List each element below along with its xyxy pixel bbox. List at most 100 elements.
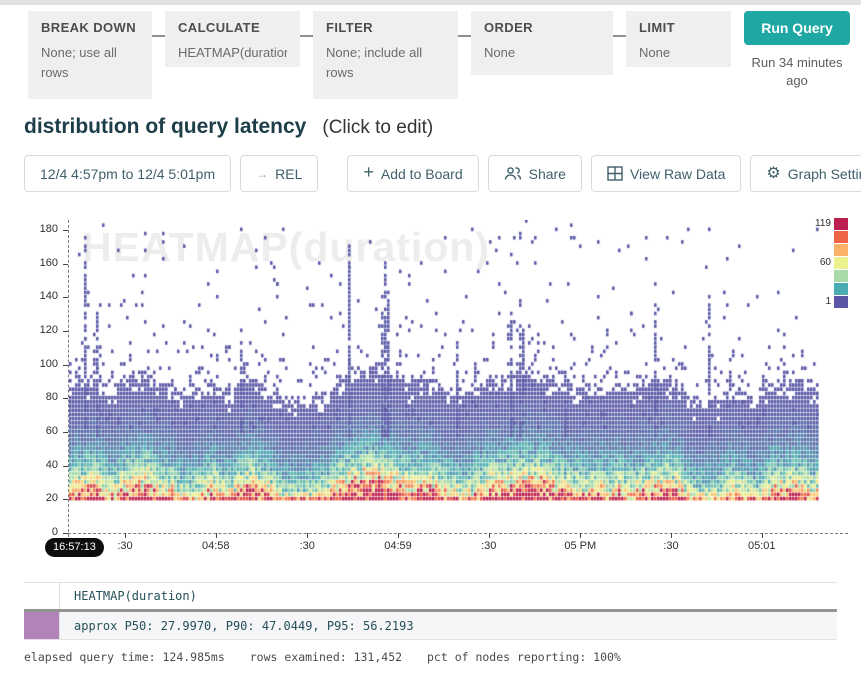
summary-header-swatch-cell xyxy=(24,583,60,609)
x-tick-label: 05 PM xyxy=(564,540,597,552)
summary-header-label: HEATMAP(duration) xyxy=(74,589,197,603)
y-tick-label: 0 xyxy=(51,526,58,538)
share-people-icon xyxy=(504,166,522,181)
toolbar: 12/4 4:57pm to 12/4 5:01pm → REL + Add t… xyxy=(0,139,861,192)
summary-data-row[interactable]: approx P50: 27.9970, P90: 47.0449, P95: … xyxy=(24,612,837,640)
panel-value: None xyxy=(639,45,671,60)
panel-value: None; use all rows xyxy=(41,45,117,81)
top-strip xyxy=(0,0,861,5)
x-tick-mark xyxy=(580,533,582,538)
arrow-right-icon: → xyxy=(256,166,269,181)
panel-connector xyxy=(300,35,313,37)
legend-value-label: 1 xyxy=(825,296,831,307)
y-tick-label: 100 xyxy=(39,357,58,370)
legend-swatch xyxy=(834,218,848,230)
relative-time-button[interactable]: → REL xyxy=(240,155,319,192)
rel-label: REL xyxy=(275,165,303,182)
series-color-swatch xyxy=(24,612,60,639)
y-tick-label: 160 xyxy=(39,256,58,269)
x-tick-label: :30 xyxy=(299,540,315,552)
panel-break-down[interactable]: BREAK DOWN None; use all rows xyxy=(28,11,152,99)
x-tick-mark xyxy=(761,533,763,538)
x-tick-mark xyxy=(215,533,217,538)
legend-swatch xyxy=(834,283,848,295)
summary-percentiles: approx P50: 27.9970, P90: 47.0449, P95: … xyxy=(74,618,414,633)
panel-title: LIMIT xyxy=(639,20,675,35)
panel-calculate[interactable]: CALCULATE HEATMAP(duration xyxy=(165,11,300,67)
y-tick-label: 20 xyxy=(45,492,58,505)
page-title[interactable]: distribution of query latency xyxy=(24,115,307,138)
share-button[interactable]: Share xyxy=(487,155,582,192)
legend-swatch xyxy=(834,270,848,282)
click-to-edit-hint[interactable]: (Click to edit) xyxy=(322,117,434,138)
time-range-label: 12/4 4:57pm to 12/4 5:01pm xyxy=(40,165,216,182)
title-row: distribution of query latency (Click to … xyxy=(0,99,861,139)
heatmap-chart[interactable]: HEATMAP(duration) 0204060801001201401601… xyxy=(24,216,848,568)
summary-divider xyxy=(24,609,837,612)
query-stats-footer: elapsed query time: 124.985ms rows exami… xyxy=(24,650,861,664)
y-tick-mark xyxy=(63,364,68,366)
panel-title: FILTER xyxy=(326,20,373,35)
x-tick-label: :30 xyxy=(481,540,497,552)
panel-title: ORDER xyxy=(484,20,533,35)
y-tick-mark xyxy=(63,331,68,333)
panel-order[interactable]: ORDER None xyxy=(471,11,613,75)
time-range-button[interactable]: 12/4 4:57pm to 12/4 5:01pm xyxy=(24,155,232,192)
x-tick-label: 04:59 xyxy=(384,540,412,552)
legend-swatch xyxy=(834,231,848,243)
graph-settings-button[interactable]: ⚙ Graph Settings xyxy=(750,155,861,192)
panel-value: HEATMAP(duration xyxy=(178,45,287,60)
add-to-board-button[interactable]: + Add to Board xyxy=(347,155,479,192)
heatmap-canvas[interactable] xyxy=(69,220,819,533)
panel-connector xyxy=(152,35,165,37)
y-tick-mark xyxy=(63,465,68,467)
x-tick-label: :30 xyxy=(663,540,679,552)
last-run-label: Run 34 minutes ago xyxy=(751,55,843,88)
y-tick-mark xyxy=(63,297,68,299)
panel-title: CALCULATE xyxy=(178,20,261,35)
x-tick-label: 04:58 xyxy=(201,540,230,552)
add-to-board-label: Add to Board xyxy=(380,165,463,182)
run-query-column: Run Query Run 34 minutes ago xyxy=(742,11,852,89)
panel-filter[interactable]: FILTER None; include all rows xyxy=(313,11,458,99)
x-axis-line xyxy=(68,533,848,534)
y-tick-mark xyxy=(63,432,68,434)
rows-examined-stat: rows examined: 131,452 xyxy=(249,650,403,664)
elapsed-time-stat: elapsed query time: 124.985ms xyxy=(24,650,225,664)
x-tick-mark xyxy=(398,533,399,538)
view-raw-data-label: View Raw Data xyxy=(629,165,726,182)
table-grid-icon xyxy=(607,166,623,181)
y-tick-mark xyxy=(63,263,68,265)
view-raw-data-button[interactable]: View Raw Data xyxy=(590,155,742,192)
y-axis-line xyxy=(68,220,69,537)
summary-table: HEATMAP(duration) approx P50: 27.9970, P… xyxy=(24,582,837,640)
panel-title: BREAK DOWN xyxy=(41,20,136,35)
start-time-pill: 16:57:13 xyxy=(45,538,104,557)
x-tick-mark xyxy=(307,533,309,538)
panel-limit[interactable]: LIMIT None xyxy=(626,11,731,67)
share-label: Share xyxy=(528,165,566,182)
y-tick-mark xyxy=(63,499,68,501)
y-tick-label: 180 xyxy=(39,223,58,236)
y-tick-label: 80 xyxy=(45,391,58,404)
x-tick-mark xyxy=(671,533,672,538)
query-builder-bar: BREAK DOWN None; use all rows CALCULATE … xyxy=(0,5,861,99)
gear-icon: ⚙ xyxy=(766,164,781,182)
x-tick-mark xyxy=(125,533,126,538)
legend-swatch xyxy=(834,257,848,269)
y-tick-mark xyxy=(63,230,68,232)
legend-value-label: 60 xyxy=(819,257,831,268)
y-tick-mark xyxy=(63,398,68,400)
legend-value-label: 119 xyxy=(815,218,831,229)
y-tick-label: 60 xyxy=(45,425,58,438)
plus-icon: + xyxy=(363,162,374,182)
x-tick-label: 05:01 xyxy=(747,540,776,552)
y-tick-label: 140 xyxy=(39,290,58,303)
legend-swatch xyxy=(834,244,848,256)
legend-swatch xyxy=(834,296,848,308)
panel-connector xyxy=(613,35,626,37)
summary-header-row: HEATMAP(duration) xyxy=(24,583,837,609)
y-tick-label: 120 xyxy=(39,324,58,337)
nodes-reporting-stat: pct of nodes reporting: 100% xyxy=(427,650,621,664)
run-query-button[interactable]: Run Query xyxy=(744,11,850,45)
